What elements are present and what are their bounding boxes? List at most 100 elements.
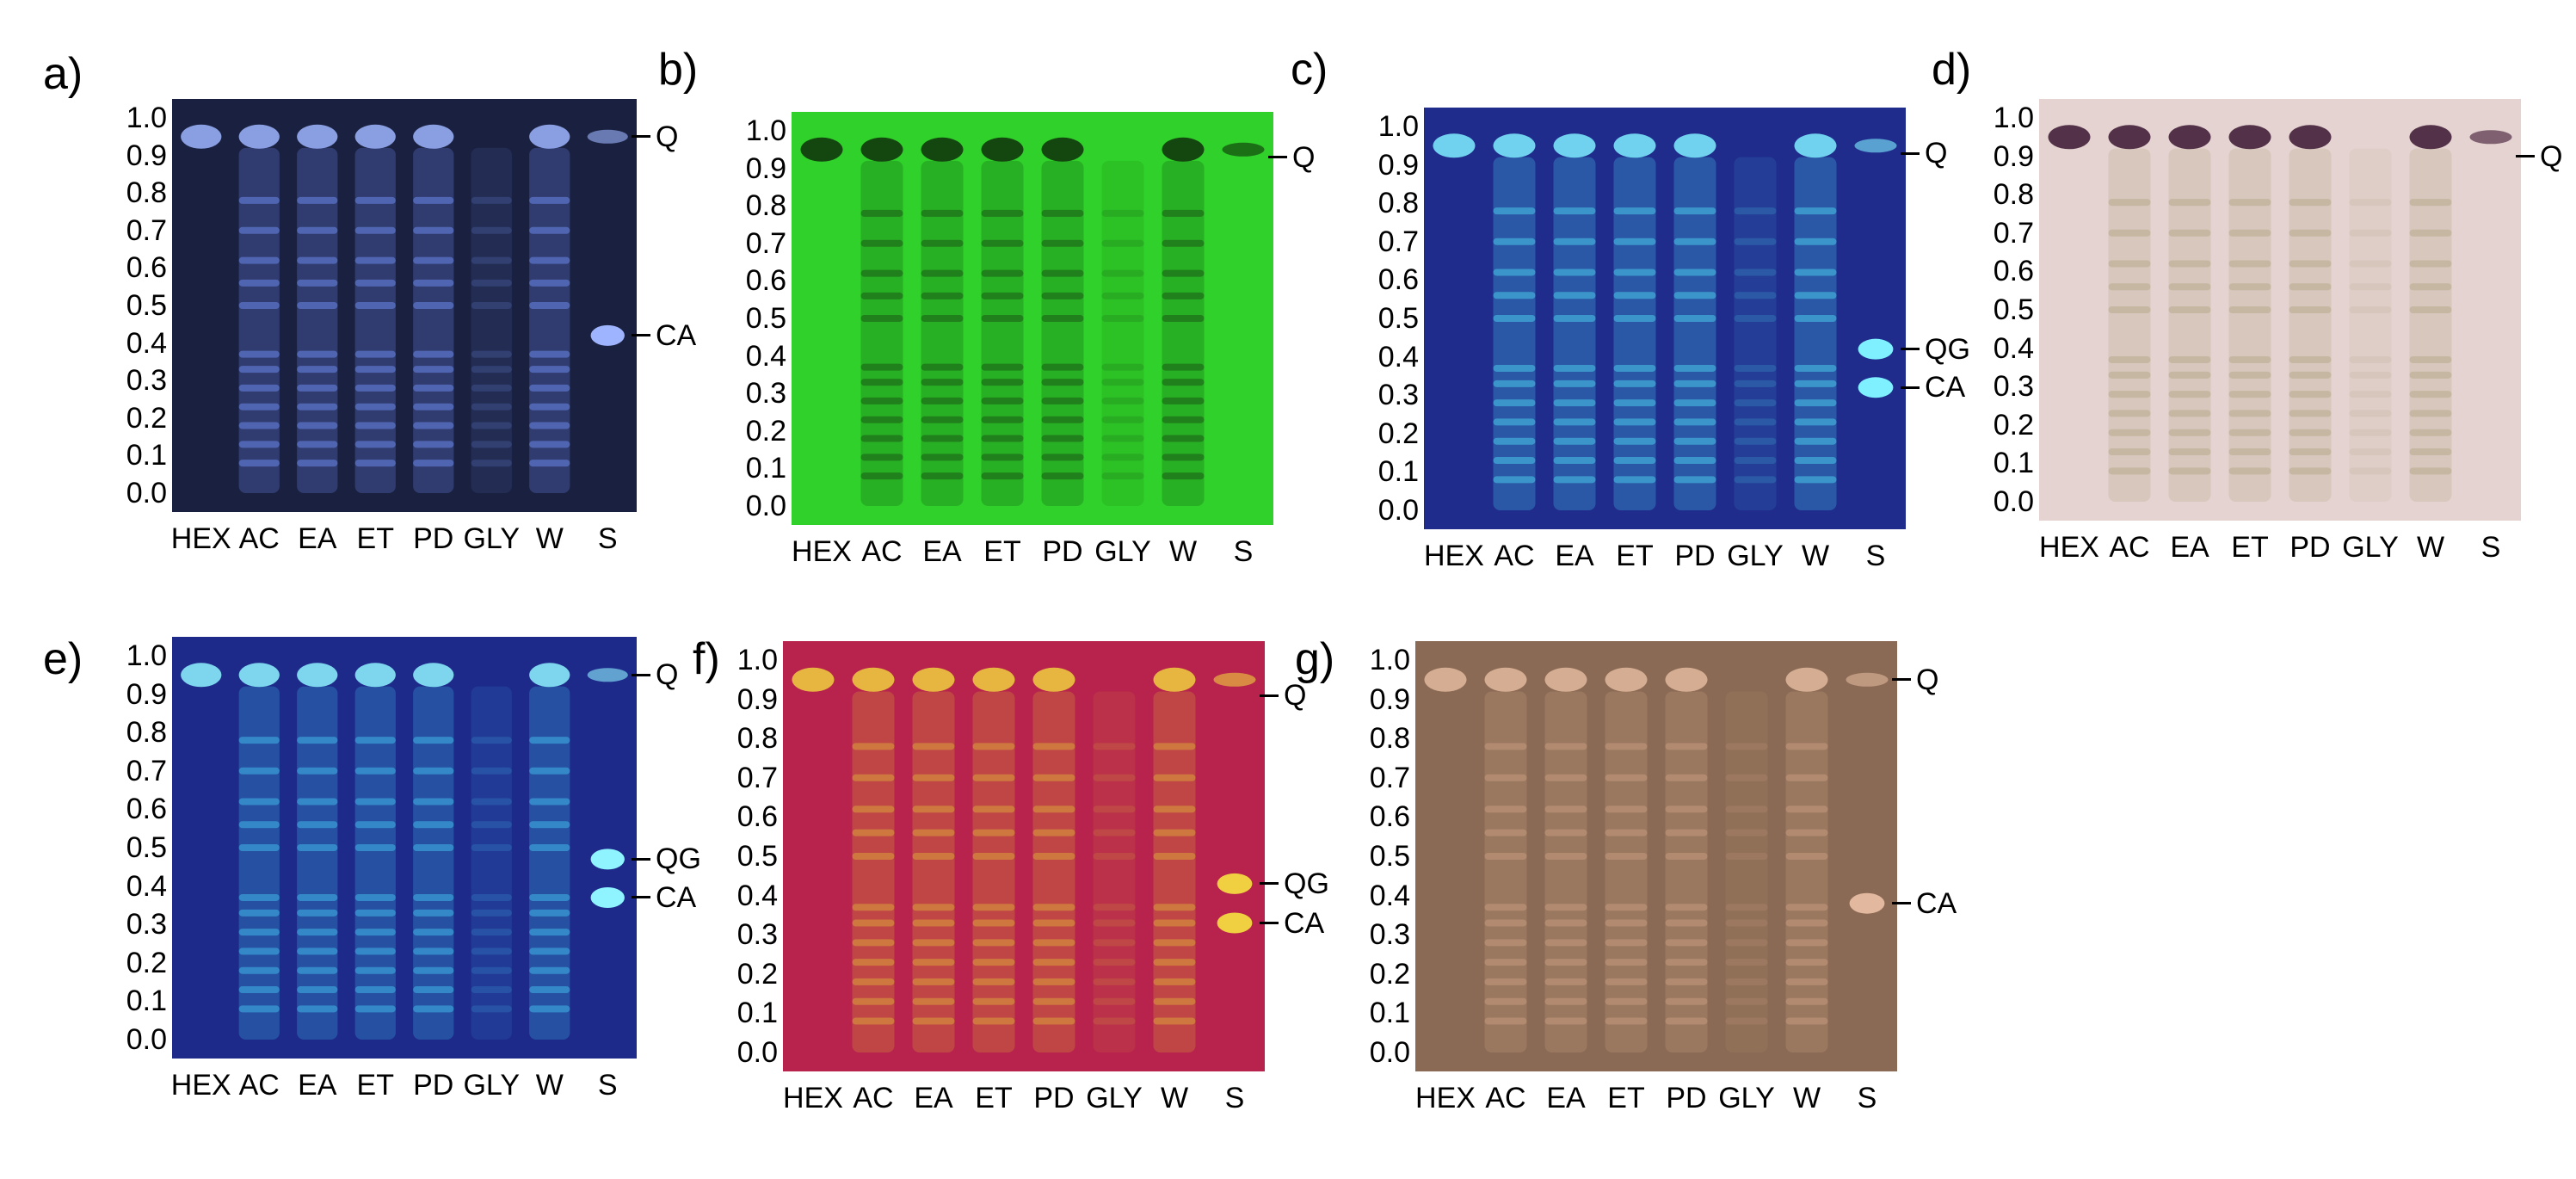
band bbox=[860, 379, 903, 386]
band bbox=[2168, 260, 2211, 268]
band bbox=[1041, 269, 1084, 277]
band bbox=[471, 1005, 512, 1013]
band bbox=[1041, 363, 1084, 371]
rf-tick-label: 0.9 bbox=[1369, 682, 1410, 716]
lane-pd bbox=[2289, 125, 2332, 502]
band bbox=[297, 226, 338, 234]
rf-tick-label: 1.0 bbox=[1369, 644, 1410, 676]
marker-dash bbox=[1268, 156, 1287, 159]
band bbox=[354, 350, 396, 358]
rf-tick-label: 0.8 bbox=[126, 716, 167, 750]
band bbox=[238, 350, 280, 358]
band bbox=[471, 929, 512, 936]
front-band bbox=[852, 667, 895, 692]
lane-label: ET bbox=[1616, 540, 1654, 572]
rf-tick-label: 0.1 bbox=[1369, 997, 1410, 1030]
band bbox=[1093, 806, 1136, 813]
lane-smear bbox=[1093, 691, 1136, 1052]
rf-tick-label: 1.0 bbox=[1993, 102, 2034, 134]
band bbox=[912, 919, 955, 927]
band bbox=[354, 821, 396, 829]
front-band bbox=[1222, 142, 1265, 157]
band bbox=[1613, 207, 1656, 215]
lane-label: EA bbox=[298, 1069, 337, 1102]
standard-spot bbox=[1217, 873, 1253, 894]
rf-tick-label: 0.2 bbox=[736, 957, 778, 991]
lane-label: S bbox=[1865, 540, 1886, 572]
marker-label: CA bbox=[656, 318, 697, 352]
tlc-panel: f) 1.0 0.9 0.8 0.7 0.6 0.5 0.4 0.3 0.2 0.1 0.0 HEX AC… bbox=[654, 594, 1329, 1179]
lane-smear bbox=[1101, 160, 1144, 506]
lane-label: W bbox=[1160, 1082, 1189, 1114]
band bbox=[354, 384, 396, 392]
band bbox=[529, 798, 570, 806]
band bbox=[2168, 229, 2211, 237]
band bbox=[921, 292, 964, 299]
band bbox=[1665, 959, 1708, 966]
band bbox=[1725, 978, 1768, 985]
band bbox=[471, 350, 512, 358]
band bbox=[1101, 397, 1144, 404]
band bbox=[1553, 207, 1596, 215]
band bbox=[1725, 829, 1768, 836]
band bbox=[354, 966, 396, 974]
band bbox=[1725, 1017, 1768, 1025]
band bbox=[2228, 229, 2271, 237]
band bbox=[1041, 416, 1084, 423]
band bbox=[238, 441, 280, 448]
lane-smear bbox=[471, 686, 512, 1040]
front-band bbox=[529, 124, 570, 149]
band bbox=[2108, 429, 2151, 436]
marker-dash bbox=[2516, 155, 2535, 158]
lane-label: W bbox=[1168, 535, 1198, 568]
band bbox=[297, 798, 338, 806]
band bbox=[2108, 229, 2151, 237]
lane-pd bbox=[1032, 667, 1075, 1052]
band bbox=[1032, 829, 1075, 836]
band bbox=[471, 948, 512, 955]
band bbox=[2289, 391, 2332, 398]
band bbox=[972, 997, 1015, 1005]
band bbox=[1673, 207, 1716, 215]
band bbox=[529, 966, 570, 974]
band bbox=[1613, 269, 1656, 276]
band bbox=[1162, 435, 1205, 442]
band bbox=[471, 422, 512, 429]
band bbox=[1153, 1017, 1196, 1025]
band bbox=[2409, 355, 2452, 363]
lane-label: GLY bbox=[1718, 1082, 1775, 1114]
band bbox=[1493, 437, 1536, 445]
lane-label: EA bbox=[298, 522, 337, 555]
band bbox=[471, 256, 512, 264]
tlc-panel: g) 1.0 0.9 0.8 0.7 0.6 0.5 0.4 0.3 0.2 0.1 0.0 HEX AC… bbox=[1286, 594, 1957, 1179]
band bbox=[972, 829, 1015, 836]
lane-label: AC bbox=[853, 1082, 894, 1114]
rf-tick-label: 0.9 bbox=[1993, 139, 2034, 173]
band bbox=[921, 416, 964, 423]
lane-s bbox=[1213, 672, 1256, 934]
rf-tick-label: 0.5 bbox=[745, 302, 786, 335]
lane-gly bbox=[1093, 691, 1136, 1052]
tlc-panel: e) 1.0 0.9 0.8 0.7 0.6 0.5 0.4 0.3 0.2 0.1 0.0 HEX AC… bbox=[0, 594, 701, 1179]
band bbox=[2168, 306, 2211, 313]
front-band bbox=[181, 124, 222, 149]
band bbox=[1665, 997, 1708, 1005]
band bbox=[1493, 315, 1536, 322]
lane-pd bbox=[1665, 667, 1708, 1052]
band bbox=[1484, 829, 1527, 836]
band bbox=[860, 454, 903, 461]
lane-w bbox=[1153, 667, 1196, 1052]
band bbox=[471, 966, 512, 974]
band bbox=[2108, 260, 2151, 268]
band bbox=[471, 226, 512, 234]
band bbox=[2228, 306, 2271, 313]
rf-tick-label: 0.7 bbox=[1369, 761, 1410, 794]
band bbox=[297, 1005, 338, 1013]
front-band bbox=[1153, 667, 1196, 692]
band bbox=[1544, 1017, 1587, 1025]
band bbox=[1153, 978, 1196, 985]
band bbox=[1493, 238, 1536, 245]
band bbox=[921, 454, 964, 461]
front-band bbox=[1041, 137, 1084, 162]
band bbox=[1613, 315, 1656, 322]
